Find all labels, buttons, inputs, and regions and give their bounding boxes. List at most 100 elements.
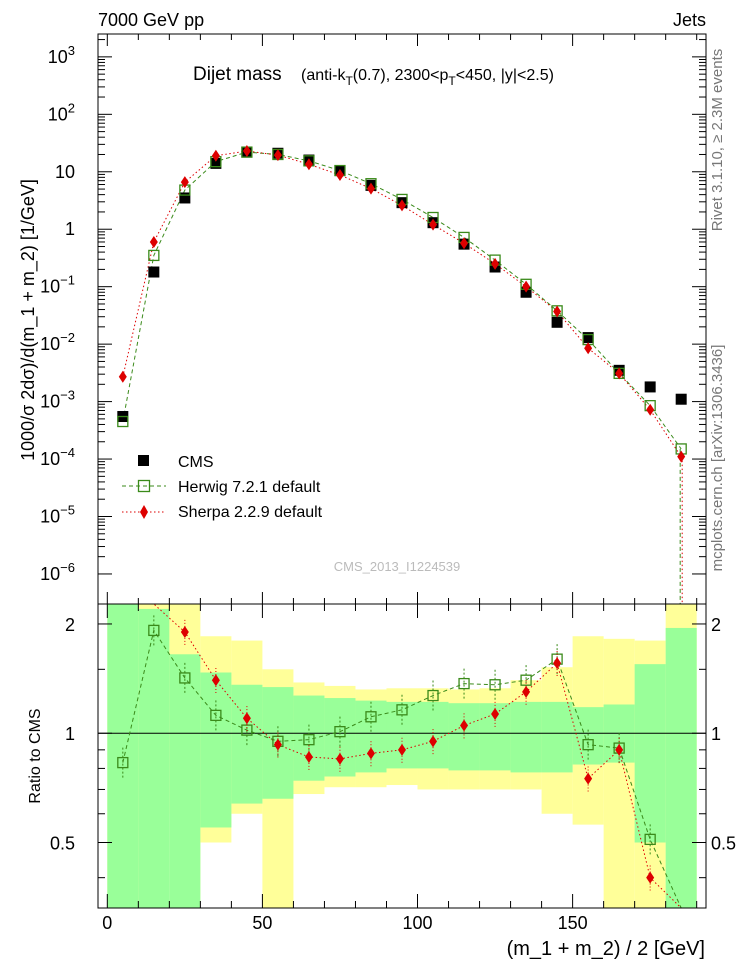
herwig-ratio-point — [210, 709, 222, 722]
main-y-tick-exponent: −2 — [60, 330, 75, 345]
main-plot-marks — [117, 144, 687, 604]
sherpa-point — [149, 235, 158, 248]
herwig-ratio-point — [303, 734, 315, 746]
y-axis-title: 1000/σ 2dσ)/d(m_1 + m_2) [1/GeV] — [18, 179, 39, 461]
main-y-tick-base: 10 — [40, 334, 60, 354]
sherpa-ratio-point — [584, 772, 593, 785]
sherpa-point — [273, 149, 282, 162]
ratio-inner-band — [541, 701, 573, 773]
ratio-y-axis-title: Ratio to CMS — [27, 708, 44, 803]
ratio-inner-band — [448, 703, 480, 771]
main-y-tick-base: 10 — [40, 564, 60, 584]
ratio-inner-band — [200, 672, 232, 828]
subtitle-sub-p: T — [448, 74, 456, 88]
ratio-inner-band — [634, 664, 666, 843]
ratio-plot-frame — [97, 603, 707, 909]
subtitle-part-1: (anti-k — [301, 67, 346, 84]
cms-point — [582, 332, 594, 344]
ratio-inner-band — [665, 627, 697, 908]
ratio-plot-marks — [98, 603, 706, 909]
main-y-tick-label: 10−4 — [40, 445, 75, 469]
header-jets: Jets — [673, 10, 706, 30]
herwig-ratio-point — [179, 672, 191, 684]
main-y-tick-exponent: −6 — [60, 560, 75, 575]
sherpa-point — [242, 144, 251, 157]
herwig-ratio-point — [117, 756, 129, 769]
main-y-tick-label: 102 — [48, 100, 75, 124]
rivet-label: Rivet 3.1.10, ≥ 2.3M events — [709, 49, 726, 232]
legend-cms-marker — [138, 455, 149, 466]
sherpa-ratio-point — [615, 743, 624, 756]
herwig-ratio-point — [148, 624, 160, 637]
ratio-y-tick-label-right: 2 — [711, 615, 721, 635]
main-y-tick-exponent: −1 — [60, 273, 75, 288]
sherpa-ratio-point — [491, 707, 500, 720]
sherpa-ratio-point — [273, 738, 282, 751]
ratio-y-tick-label-right: 1 — [711, 724, 721, 744]
sherpa-ratio-point — [522, 685, 531, 698]
sherpa-ratio-point — [304, 751, 313, 764]
sherpa-point — [646, 403, 655, 416]
ratio-inner-band — [417, 701, 449, 769]
ratio-y-tick-label: 1 — [65, 724, 75, 744]
herwig-ratio-point — [427, 689, 439, 702]
main-y-tick-label: 10−2 — [40, 330, 75, 354]
sherpa-ratio-point — [646, 871, 655, 884]
cms-point — [148, 266, 160, 278]
herwig-ratio-point — [489, 679, 501, 691]
sherpa-series-line — [122, 150, 682, 457]
ratio-outer-band — [603, 638, 635, 908]
herwig-ratio-point — [644, 833, 656, 846]
main-y-tick-label: 10−1 — [40, 273, 75, 297]
main-y-tick-exponent: 3 — [68, 43, 75, 58]
herwig-ratio-point — [396, 704, 408, 716]
sherpa-ratio-point — [335, 752, 344, 765]
sherpa-ratio-point — [242, 712, 251, 725]
sherpa-point — [118, 370, 127, 383]
sherpa-point — [491, 257, 500, 270]
subtitle-part-3: <450, |y|<2.5) — [456, 67, 554, 84]
mcplots-label: mcplots.cern.ch [arXiv:1306.3436] — [709, 345, 726, 572]
sherpa-ratio-point — [429, 735, 438, 748]
main-y-tick-base: 10 — [48, 47, 68, 67]
herwig-ratio-point — [241, 724, 253, 736]
cms-point — [210, 157, 222, 169]
legend-cms-label: CMS — [178, 454, 214, 471]
main-y-tick-base: 10 — [40, 277, 60, 297]
main-y-tick-exponent: −4 — [60, 445, 75, 460]
plot-subtitle: (anti-kT(0.7), 2300<pT<450, |y|<2.5) — [301, 67, 554, 88]
main-y-tick-base: 10 — [40, 392, 60, 412]
sherpa-ratio-point — [366, 747, 375, 760]
herwig-series-line — [122, 151, 682, 450]
x-axis-title: (m_1 + m_2) / 2 [GeV] — [507, 938, 705, 960]
main-y-tick-label: 1 — [65, 219, 75, 239]
sherpa-point — [615, 367, 624, 380]
legend-herwig-label: Herwig 7.2.1 default — [178, 479, 321, 496]
sherpa-ratio-point — [180, 626, 189, 639]
subtitle-sub-k: T — [345, 74, 353, 88]
cms-point — [675, 393, 687, 405]
herwig-point — [148, 249, 160, 262]
x-tick-label: 50 — [252, 913, 272, 933]
herwig-ratio-point — [334, 726, 346, 738]
ratio-axes: 0.5 0.5 1 1 2 2 0 50 100 150 — [50, 604, 736, 933]
header-energy: 7000 GeV pp — [98, 10, 204, 30]
herwig-ratio-point — [582, 739, 594, 751]
main-y-tick-exponent: −3 — [60, 388, 75, 403]
sherpa-point — [460, 237, 469, 250]
ratio-inner-band — [138, 608, 170, 908]
sherpa-ratio-point — [398, 743, 406, 756]
cms-point — [179, 192, 191, 204]
sherpa-point — [180, 176, 189, 189]
legend-sherpa-marker — [140, 505, 148, 519]
analysis-watermark: CMS_2013_I1224539 — [334, 559, 461, 574]
ratio-inner-band — [355, 700, 387, 773]
ratio-y-tick-label-right: 0.5 — [711, 833, 736, 853]
herwig-ratio-line — [122, 629, 682, 909]
sherpa-point — [304, 158, 313, 171]
herwig-ratio-point — [520, 674, 532, 686]
sherpa-point — [429, 218, 438, 231]
sherpa-point — [522, 280, 531, 293]
legend-herwig-marker — [137, 479, 151, 493]
